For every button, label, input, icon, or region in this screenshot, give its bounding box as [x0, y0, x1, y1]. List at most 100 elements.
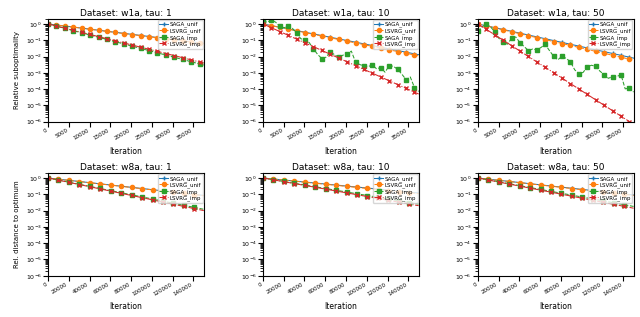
Title: Dataset: w8a, tau: 50: Dataset: w8a, tau: 50 — [507, 163, 604, 172]
LSVRG_unif — [625, 57, 633, 61]
SAGA_imp — [175, 56, 182, 60]
Line: LSVRG_imp: LSVRG_imp — [261, 22, 420, 96]
SAGA_imp — [318, 57, 326, 61]
SAGA_imp — [57, 25, 65, 29]
LSVRG_imp — [613, 112, 621, 115]
SAGA_imp — [385, 64, 393, 68]
LSVRG_imp — [103, 37, 111, 41]
SAGA_imp — [263, 20, 271, 24]
LSVRG_unif — [305, 31, 313, 35]
SAGA_imp — [108, 39, 115, 42]
LSVRG_imp — [116, 40, 124, 44]
LSVRG_imp — [310, 185, 318, 189]
LSVRG_unif — [196, 41, 204, 45]
LSVRG_unif — [132, 33, 140, 37]
LSVRG_unif — [111, 30, 119, 34]
SAGA_imp — [137, 47, 145, 50]
SAGA_imp — [280, 26, 288, 30]
Legend: SAGA_unif, LSVRG_unif, SAGA_imp, LSVRG_imp: SAGA_unif, LSVRG_unif, SAGA_imp, LSVRG_i… — [588, 20, 632, 49]
X-axis label: Iteration: Iteration — [540, 147, 572, 156]
LSVRG_imp — [411, 90, 419, 94]
LSVRG_unif — [90, 28, 98, 32]
LSVRG_unif — [609, 53, 616, 57]
LSVRG_unif — [321, 182, 328, 186]
SAGA_imp — [411, 86, 419, 89]
SAGA_imp — [537, 46, 545, 49]
X-axis label: Iteration: Iteration — [324, 302, 357, 311]
SAGA_unif — [406, 51, 414, 55]
SAGA_imp — [129, 44, 136, 48]
LSVRG_imp — [575, 87, 582, 91]
Line: SAGA_imp: SAGA_imp — [261, 176, 420, 206]
LSVRG_unif — [116, 31, 124, 35]
SAGA_unif — [170, 38, 178, 42]
SAGA_unif — [537, 36, 545, 40]
SAGA_imp — [183, 59, 191, 62]
LSVRG_imp — [280, 31, 288, 35]
LSVRG_unif — [318, 34, 326, 38]
SAGA_imp — [154, 51, 161, 55]
SAGA_imp — [390, 64, 397, 68]
SAGA_unif — [90, 28, 98, 32]
LSVRG_unif — [322, 35, 330, 39]
SAGA_imp — [630, 90, 637, 94]
LSVRG_imp — [318, 49, 326, 52]
LSVRG_unif — [49, 23, 56, 26]
LSVRG_imp — [525, 55, 532, 58]
LSVRG_unif — [491, 26, 499, 30]
SAGA_imp — [579, 70, 587, 74]
SAGA_unif — [49, 23, 56, 26]
LSVRG_imp — [377, 75, 385, 79]
LSVRG_imp — [617, 114, 625, 118]
SAGA_imp — [348, 49, 355, 53]
LSVRG_imp — [173, 203, 180, 207]
SAGA_unif — [402, 50, 410, 54]
SAGA_imp — [621, 87, 629, 91]
SAGA_imp — [106, 189, 113, 192]
SAGA_unif — [141, 34, 148, 38]
LSVRG_imp — [563, 79, 570, 83]
SAGA_imp — [95, 186, 103, 190]
LSVRG_imp — [516, 49, 524, 53]
LSVRG_unif — [372, 45, 380, 49]
SAGA_unif — [44, 176, 52, 180]
LSVRG_unif — [301, 31, 309, 35]
Line: LSVRG_unif: LSVRG_unif — [476, 176, 636, 197]
SAGA_imp — [388, 197, 396, 201]
Line: LSVRG_imp: LSVRG_imp — [476, 176, 636, 210]
SAGA_imp — [369, 63, 376, 67]
LSVRG_imp — [525, 186, 533, 190]
LSVRG_unif — [630, 58, 637, 62]
SAGA_unif — [78, 26, 86, 30]
SAGA_unif — [124, 32, 132, 36]
SAGA_imp — [556, 191, 563, 195]
LSVRG_unif — [272, 25, 280, 29]
LSVRG_imp — [44, 176, 52, 180]
SAGA_unif — [381, 46, 389, 50]
LSVRG_unif — [106, 183, 113, 187]
SAGA_imp — [566, 60, 574, 64]
Line: SAGA_imp: SAGA_imp — [46, 176, 206, 211]
LSVRG_imp — [554, 74, 562, 77]
SAGA_imp — [554, 58, 562, 62]
LSVRG_unif — [166, 37, 174, 41]
LSVRG_unif — [495, 27, 503, 31]
LSVRG_unif — [545, 39, 553, 42]
LSVRG_imp — [78, 30, 86, 34]
LSVRG_imp — [367, 195, 374, 199]
SAGA_imp — [415, 202, 422, 206]
LSVRG_unif — [44, 176, 52, 180]
LSVRG_unif — [411, 53, 419, 57]
LSVRG_unif — [340, 184, 348, 188]
LSVRG_imp — [360, 68, 368, 71]
SAGA_unif — [335, 37, 342, 41]
LSVRG_unif — [129, 33, 136, 36]
X-axis label: Iteration: Iteration — [324, 147, 357, 156]
SAGA_imp — [297, 37, 305, 41]
SAGA_unif — [545, 38, 553, 42]
SAGA_unif — [491, 26, 499, 29]
Legend: SAGA_unif, LSVRG_unif, SAGA_imp, LSVRG_imp: SAGA_unif, LSVRG_unif, SAGA_imp, LSVRG_i… — [372, 20, 417, 49]
SAGA_imp — [550, 55, 557, 58]
Line: LSVRG_unif: LSVRG_unif — [261, 22, 420, 58]
LSVRG_unif — [360, 43, 368, 47]
